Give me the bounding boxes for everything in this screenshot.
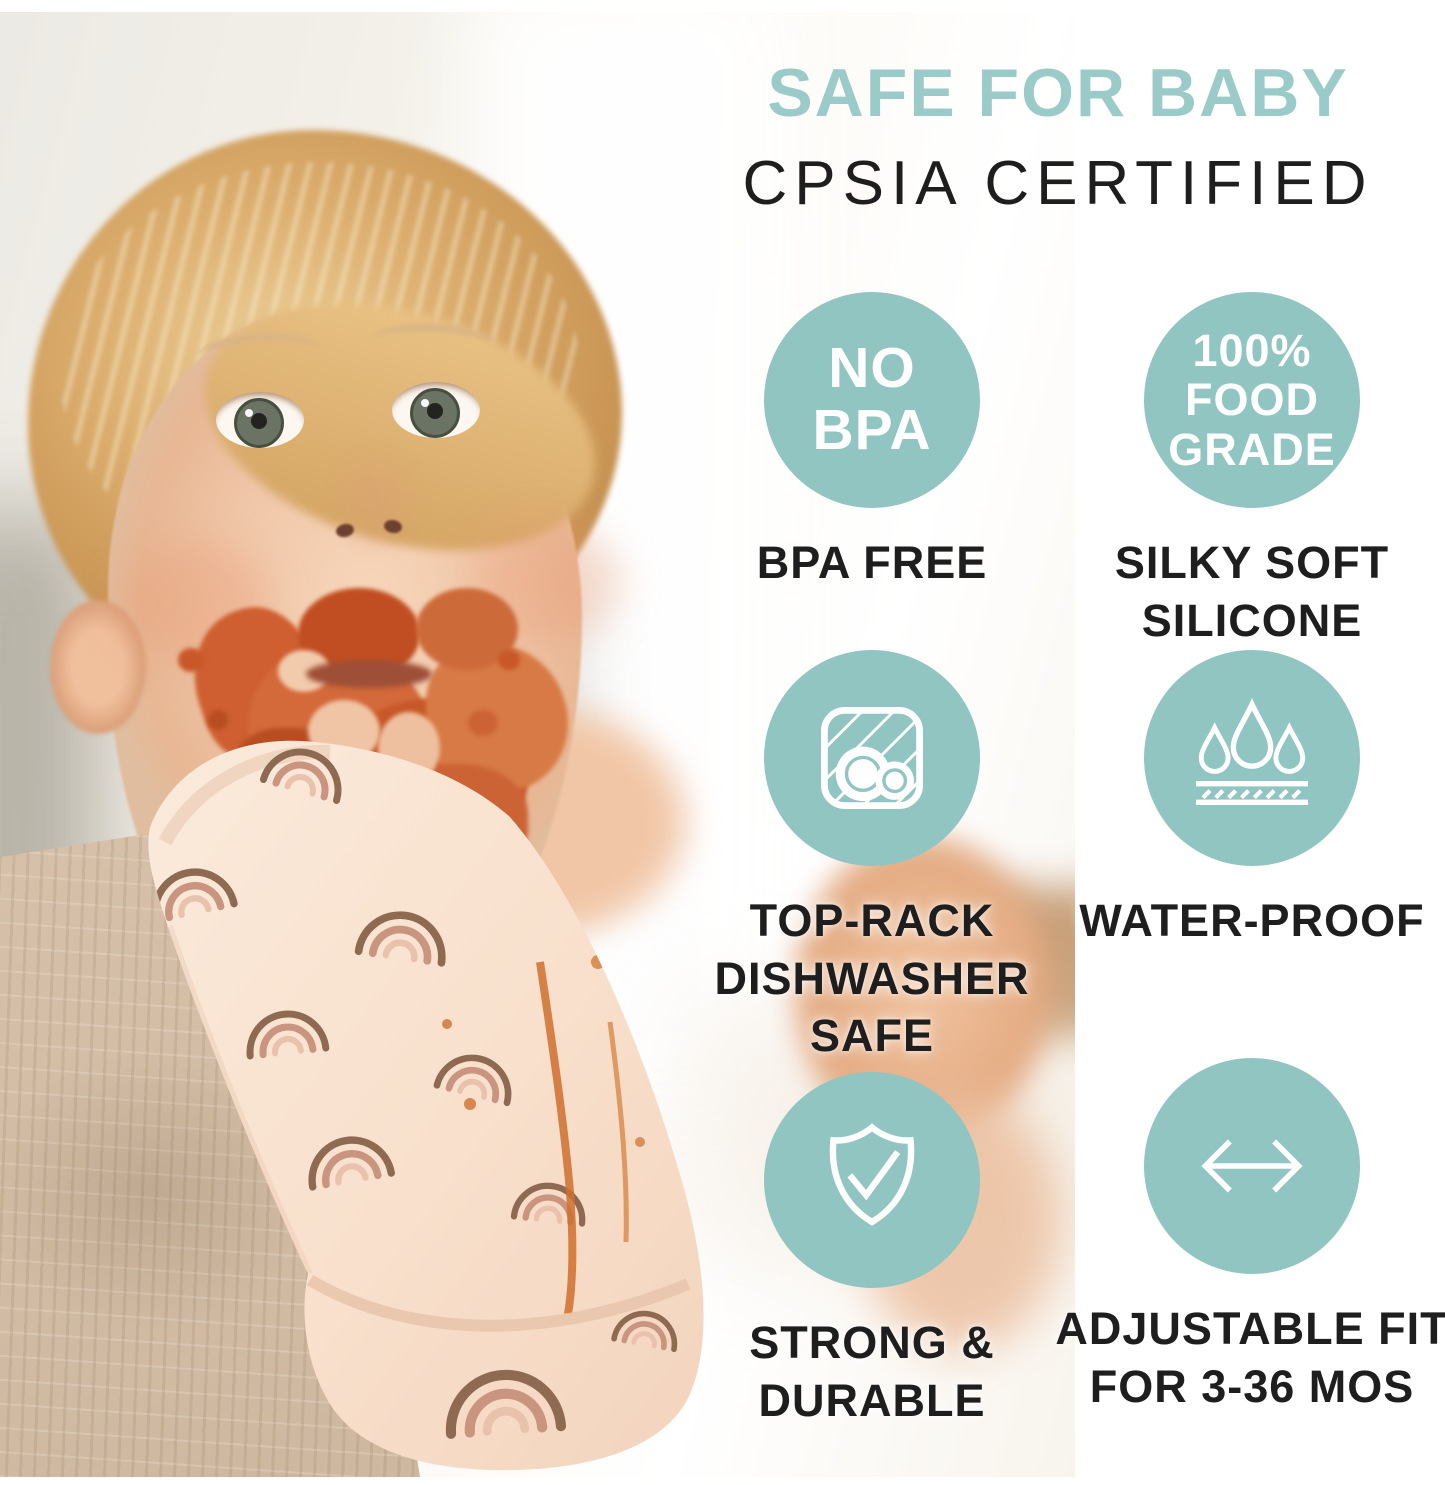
headline: SAFE FOR BABY CPSIA CERTIFIED	[663, 55, 1445, 219]
page-title: SAFE FOR BABY	[767, 55, 1349, 131]
feature-bpa-free: NO BPA BPA FREE	[672, 292, 1072, 592]
feature-label-dishwasher: TOP-RACK DISHWASHER SAFE	[714, 895, 1030, 1062]
water-drops-icon	[1196, 698, 1308, 806]
baby-right-eye	[392, 382, 480, 438]
shield-check-icon	[829, 1123, 915, 1226]
feature-strong-durable: STRONG & DURABLE	[672, 1072, 1072, 1429]
adjustable-fit-badge	[1144, 1058, 1360, 1274]
food-grade-text: 100% FOOD GRADE	[1168, 324, 1336, 475]
strong-durable-badge	[764, 1072, 980, 1288]
silicone-bib-with-rainbow-print	[148, 740, 704, 1471]
feature-label-strong-durable: STRONG & DURABLE	[749, 1317, 995, 1426]
water-proof-badge	[1144, 650, 1360, 866]
double-arrow-icon	[1201, 1139, 1303, 1193]
feature-label-silky-soft: SILKY SOFT SILICONE	[1114, 537, 1390, 646]
feature-dishwasher-safe: TOP-RACK DISHWASHER SAFE	[672, 650, 1072, 1065]
no-bpa-text: NO BPA	[812, 336, 932, 462]
feature-label-adjustable-fit: ADJUSTABLE FIT FOR 3-36 MOS	[1055, 1303, 1445, 1412]
dishwasher-badge	[764, 650, 980, 866]
feature-label-water-proof: WATER-PROOF	[1079, 895, 1425, 946]
feature-adjustable-fit: ADJUSTABLE FIT FOR 3-36 MOS	[1052, 1058, 1445, 1415]
dishwasher-plates-icon	[821, 707, 923, 809]
feature-label-bpa-free: BPA FREE	[756, 537, 988, 588]
baby-mouth	[306, 660, 432, 688]
baby-ear	[50, 600, 146, 734]
feature-food-grade: 100% FOOD GRADE SILKY SOFT SILICONE	[1052, 292, 1445, 649]
no-bpa-badge: NO BPA	[764, 292, 980, 508]
food-grade-badge: 100% FOOD GRADE	[1144, 292, 1360, 508]
page-subtitle: CPSIA CERTIFIED	[742, 149, 1374, 219]
baby-left-eye	[216, 392, 304, 448]
feature-water-proof: WATER-PROOF	[1052, 650, 1445, 950]
